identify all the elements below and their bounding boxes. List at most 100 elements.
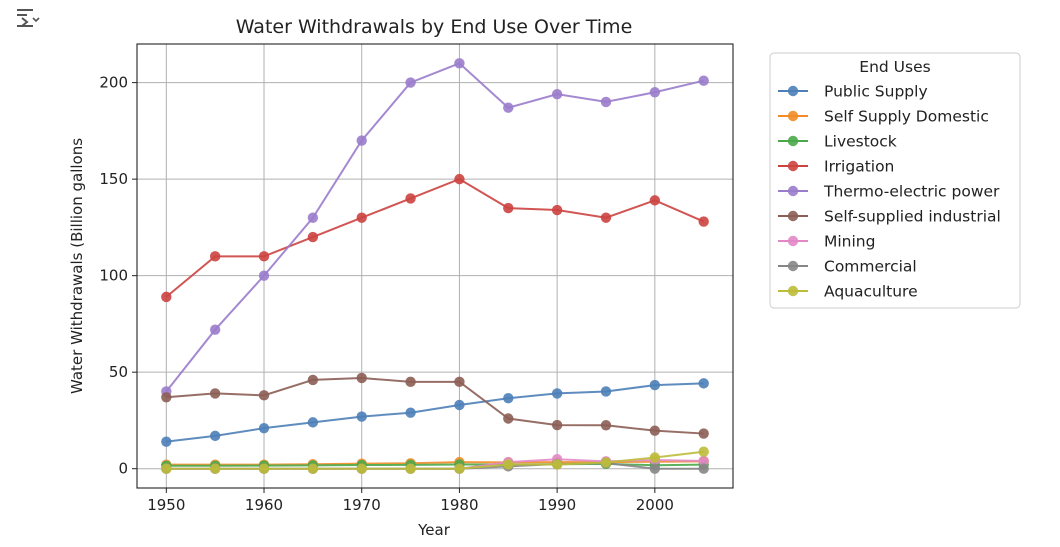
data-point: [454, 58, 465, 69]
series-thermo-electric-power: [161, 58, 709, 397]
data-point: [600, 457, 612, 468]
data-point: [649, 452, 661, 463]
data-point: [454, 463, 465, 474]
legend-title: End Uses: [859, 58, 930, 76]
data-point: [503, 393, 514, 404]
data-point: [307, 231, 319, 243]
series-layer: [161, 58, 709, 474]
data-point: [356, 372, 367, 384]
data-point: [649, 195, 661, 206]
data-point: [551, 88, 563, 100]
series-line: [166, 450, 704, 470]
data-point: [698, 446, 709, 457]
legend-item: Aquaculture: [778, 283, 918, 301]
legend-swatch-marker: [787, 85, 799, 97]
grid-lines: [137, 44, 733, 488]
x-axis-title: Year: [417, 521, 451, 539]
series-self-supplied-industrial: [161, 372, 709, 439]
data-point: [600, 386, 612, 397]
y-tick-label: 0: [118, 460, 128, 478]
data-point: [405, 463, 416, 474]
y-tick-label: 150: [99, 170, 128, 188]
series-line: [166, 382, 704, 443]
data-point: [551, 459, 563, 470]
y-tick-label: 100: [99, 267, 128, 285]
output-toggle-icon[interactable]: [14, 6, 40, 28]
data-point: [405, 376, 416, 388]
data-point: [258, 422, 270, 434]
legend-label: Self-supplied industrial: [824, 208, 1001, 226]
data-point: [503, 202, 514, 214]
series-line: [165, 62, 704, 393]
data-point: [698, 75, 709, 86]
data-point: [161, 436, 172, 447]
legend-item: Thermo-electric power: [778, 183, 1000, 201]
legend-swatch-marker: [787, 160, 799, 172]
legend-item: Commercial: [778, 258, 917, 276]
series-aquaculture: [161, 446, 709, 474]
data-point: [600, 96, 612, 108]
data-point: [356, 135, 367, 146]
data-point: [161, 463, 172, 474]
data-point: [209, 430, 221, 442]
data-point: [503, 459, 514, 470]
legend-item: Self Supply Domestic: [778, 108, 989, 126]
legend-label: Self Supply Domestic: [824, 108, 989, 126]
data-point: [356, 463, 367, 474]
data-point: [649, 87, 661, 98]
data-point: [209, 463, 221, 474]
data-point: [307, 417, 319, 428]
x-tick-label: 2000: [636, 496, 674, 514]
data-point: [307, 463, 319, 474]
data-point: [698, 463, 709, 474]
data-point: [698, 378, 709, 389]
legend-label: Public Supply: [824, 83, 928, 101]
series-public-supply: [161, 378, 709, 447]
legend-item: Self-supplied industrial: [778, 208, 1001, 226]
data-point: [698, 455, 709, 467]
data-point: [551, 204, 563, 216]
data-point: [356, 411, 367, 422]
data-point: [258, 251, 270, 262]
data-point: [307, 212, 319, 223]
x-tick-label: 1950: [147, 496, 185, 514]
y-axis-title: Water Withdrawals (Billion gallons: [68, 138, 86, 394]
x-tick-label: 1990: [538, 496, 576, 514]
legend-swatch-marker: [787, 260, 799, 272]
legend-label: Aquaculture: [824, 283, 918, 301]
data-point: [405, 77, 416, 88]
data-point: [209, 324, 221, 335]
legend-item: Livestock: [778, 133, 897, 151]
legend-label: Irrigation: [824, 158, 894, 176]
legend-swatch-marker: [787, 235, 799, 247]
data-point: [209, 388, 221, 399]
legend-frame: [769, 52, 1021, 309]
x-tick-label: 1960: [245, 496, 283, 514]
data-point: [649, 463, 661, 474]
data-point: [551, 388, 563, 399]
data-point: [503, 102, 514, 113]
y-tick-label: 200: [99, 74, 128, 92]
legend-item: Irrigation: [778, 158, 894, 176]
plot-frame: [136, 43, 734, 489]
legend-swatch-marker: [787, 110, 799, 122]
x-tick-label: 1980: [440, 496, 478, 514]
legend-swatch-marker: [787, 285, 799, 297]
series-line: [165, 178, 705, 298]
data-point: [258, 390, 270, 401]
data-point: [503, 413, 514, 424]
legend-label: Thermo-electric power: [823, 183, 1000, 201]
x-tick-label: 1970: [343, 496, 381, 514]
data-point: [307, 374, 319, 386]
data-point: [454, 399, 465, 411]
legend-swatch-marker: [787, 210, 799, 222]
legend-label: Livestock: [824, 133, 897, 151]
legend-swatch-marker: [787, 135, 799, 147]
legend-item: Mining: [778, 233, 875, 251]
series-line: [166, 376, 704, 435]
legend-label: Commercial: [824, 258, 917, 276]
data-point: [258, 463, 270, 474]
axis-ticks: 1950 1960 1970 1980 1990 2000 0 50 100 150 200: [99, 74, 674, 514]
data-point: [698, 216, 709, 227]
